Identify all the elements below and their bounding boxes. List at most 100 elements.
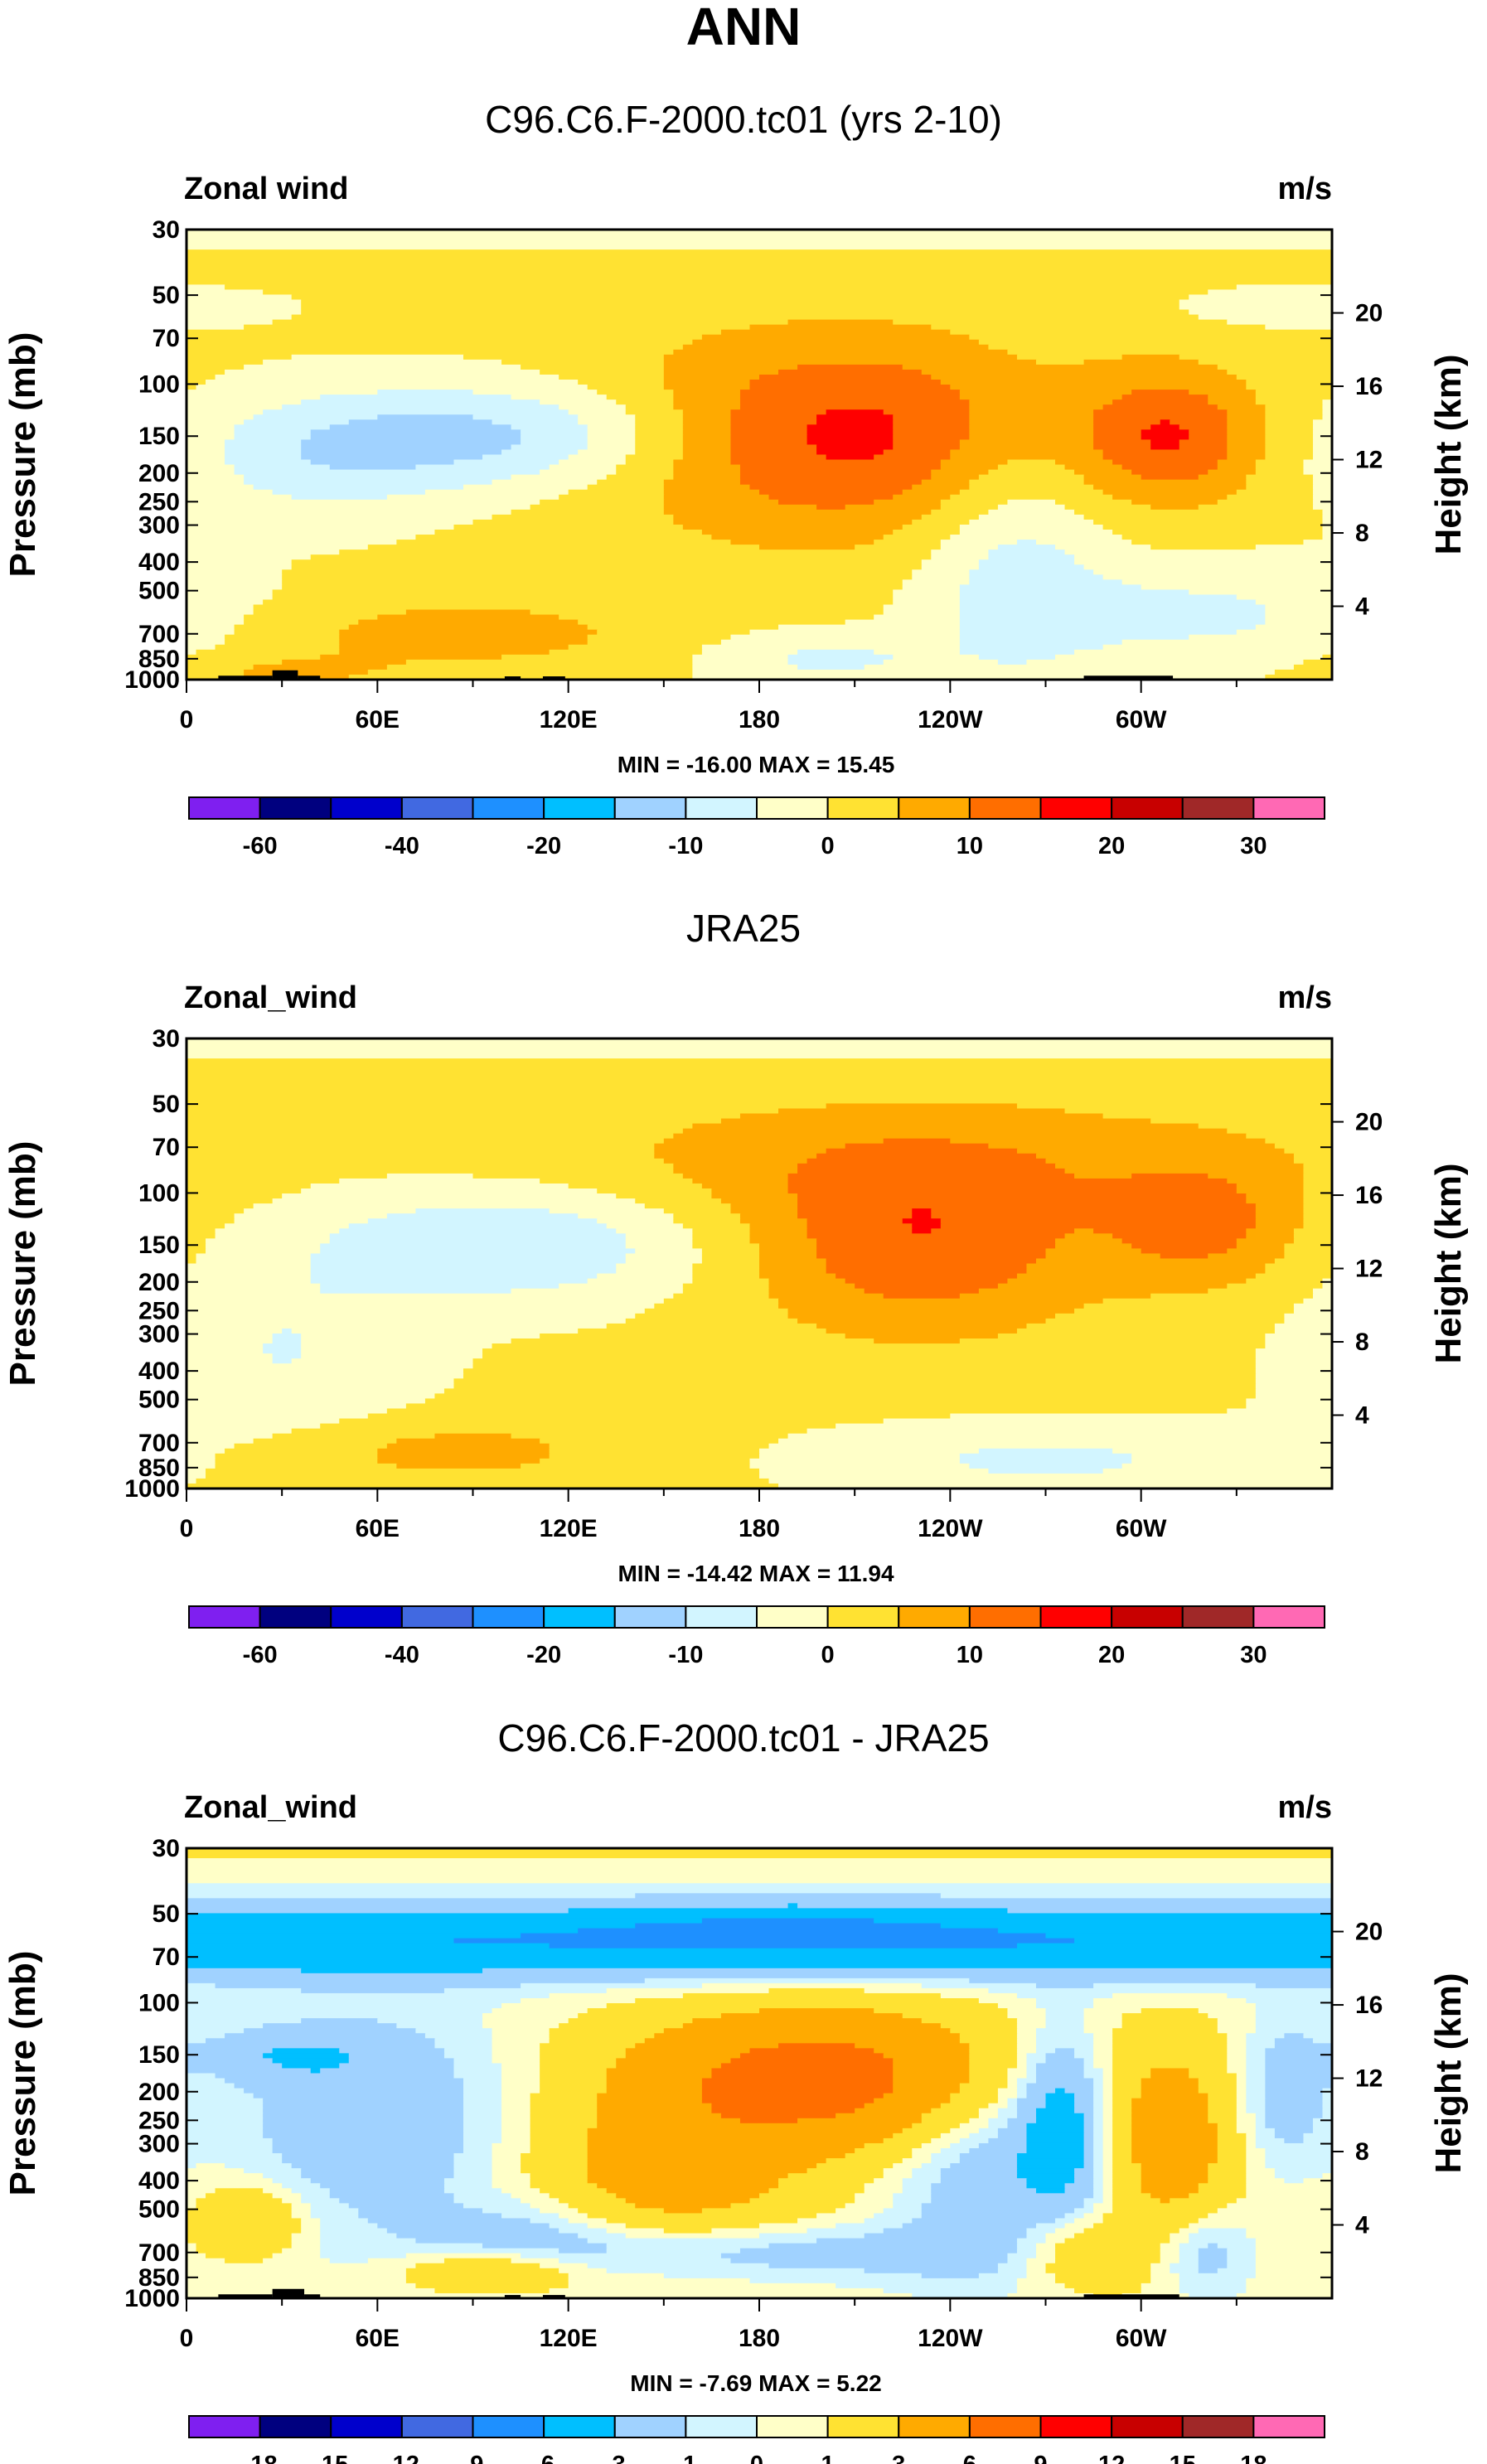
colorbar-swatch	[898, 1605, 971, 1629]
panel-3: C96.C6.F-2000.tc01 - JRA25 Zonal_wind m/s 3…	[2, 1716, 1469, 2464]
terrain-block	[218, 2294, 273, 2298]
colorbar-swatch	[613, 796, 687, 820]
colorbar-swatch	[330, 2415, 403, 2438]
colorbar-label: 3	[892, 2452, 905, 2464]
colorbar-label: 10	[957, 833, 983, 859]
colorbar-swatch	[1111, 796, 1184, 820]
colorbar-swatch	[1039, 2415, 1113, 2438]
colorbar-swatch	[968, 2415, 1042, 2438]
colorbar-swatch	[1039, 1605, 1113, 1629]
colorbar-swatch	[826, 1605, 900, 1629]
colorbar-label: 0	[750, 2452, 763, 2464]
main-title: ANN	[686, 0, 802, 56]
x-tick-label: 0	[180, 2325, 194, 2352]
panel-title: C96.C6.F-2000.tc01 - JRA25	[497, 1716, 989, 1760]
x-tick-label: 60W	[1116, 1515, 1167, 1542]
colorbar-swatch	[472, 796, 545, 820]
x-tick-label: 120E	[540, 706, 598, 733]
terrain-block	[218, 675, 273, 680]
colorbar-label: 6	[963, 2452, 976, 2464]
y-tick-label: 700	[138, 2239, 180, 2267]
x-tick-label: 60W	[1116, 706, 1167, 733]
height-tick-label: 4	[1355, 593, 1369, 621]
y-tick-label: 200	[138, 1269, 180, 1296]
y-tick-label: 150	[138, 2041, 180, 2069]
colorbar-swatch	[1181, 2415, 1255, 2438]
height-tick-label: 12	[1355, 2065, 1383, 2093]
left-string: Zonal_wind	[184, 1790, 357, 1825]
min-max-label: MIN = -7.69 MAX = 5.22	[630, 2370, 881, 2396]
colorbar-swatch	[756, 2415, 829, 2438]
min-max-label: MIN = -16.00 MAX = 15.45	[618, 752, 895, 777]
y-tick-label: 500	[138, 1387, 180, 1414]
contour-field	[186, 1038, 1332, 1489]
colorbar-swatch	[543, 2415, 616, 2438]
x-tick-label: 60E	[356, 1515, 400, 1542]
colorbar-label: -40	[385, 1642, 419, 1668]
height-tick-label: 20	[1355, 1109, 1383, 1136]
x-tick-label: 120W	[918, 706, 983, 733]
terrain-block	[272, 670, 298, 680]
y-tick-label: 50	[153, 282, 180, 309]
panel-title: JRA25	[686, 907, 801, 950]
colorbar-swatch	[1181, 796, 1255, 820]
colorbar-label: -10	[668, 833, 703, 859]
y-tick-label: 200	[138, 460, 180, 487]
colorbar-label: -9	[463, 2452, 484, 2464]
colorbar-swatch	[756, 796, 829, 820]
y-tick-label: 30	[153, 1025, 180, 1053]
terrain-block	[504, 2295, 521, 2298]
colorbar-swatch	[259, 2415, 332, 2438]
colorbar-swatch	[826, 2415, 900, 2438]
terrain-block	[1083, 2294, 1179, 2298]
colorbar-swatch	[472, 1605, 545, 1629]
colorbar: -18 -15 -12 -9 -6 -3 -1 0 1 3 6 9 12 15 18	[188, 2415, 1325, 2464]
y-tick-label: 300	[138, 512, 180, 540]
colorbar-swatch	[400, 2415, 474, 2438]
y-tick-label: 850	[138, 1455, 180, 1482]
colorbar-label: -20	[526, 1642, 561, 1668]
y-tick-label: 400	[138, 2167, 180, 2195]
colorbar-swatch	[472, 2415, 545, 2438]
x-tick-label: 120E	[540, 2325, 598, 2352]
terrain-block	[542, 2295, 565, 2298]
y-tick-label: 700	[138, 1430, 180, 1457]
colorbar-label: 15	[1170, 2452, 1196, 2464]
colorbar-label: -60	[243, 1642, 278, 1668]
colorbar-swatch	[756, 1605, 829, 1629]
colorbar-swatch	[898, 2415, 971, 2438]
y-tick-label: 1000	[124, 2285, 180, 2312]
height-tick-label: 4	[1355, 2212, 1369, 2239]
colorbar-swatch	[188, 1605, 261, 1629]
colorbar-swatch	[968, 1605, 1042, 1629]
y-tick-label: 100	[138, 1989, 180, 2016]
y-tick-label: 250	[138, 2107, 180, 2134]
height-tick-label: 8	[1355, 520, 1369, 547]
right-string: m/s	[1278, 172, 1332, 206]
y-tick-label: 850	[138, 646, 180, 673]
y-tick-label: 400	[138, 549, 180, 576]
colorbar-swatch	[1039, 796, 1113, 820]
y-tick-label: 30	[153, 1835, 180, 1862]
colorbar-label: 0	[821, 833, 835, 859]
left-string: Zonal wind	[184, 172, 348, 206]
colorbar-label: 0	[821, 1642, 835, 1668]
x-tick-label: 120W	[918, 1515, 983, 1542]
x-tick-label: 0	[180, 706, 194, 733]
colorbar-label: -15	[313, 2452, 348, 2464]
colorbar-swatch	[613, 2415, 687, 2438]
colorbar-label: 12	[1098, 2452, 1125, 2464]
colorbar-swatch	[1252, 1605, 1325, 1629]
colorbar-swatch	[330, 1605, 403, 1629]
y-tick-label: 700	[138, 621, 180, 648]
colorbar-label: -10	[668, 1642, 703, 1668]
colorbar-label: -20	[526, 833, 561, 859]
y-tick-label: 1000	[124, 1475, 180, 1503]
y-tick-label: 250	[138, 1297, 180, 1324]
height-axis-label: Height (km)	[1428, 1164, 1469, 1364]
contour-field	[186, 1848, 1332, 2298]
y-tick-label: 50	[153, 1091, 180, 1118]
y-tick-label: 850	[138, 2264, 180, 2292]
colorbar-label: -3	[604, 2452, 626, 2464]
